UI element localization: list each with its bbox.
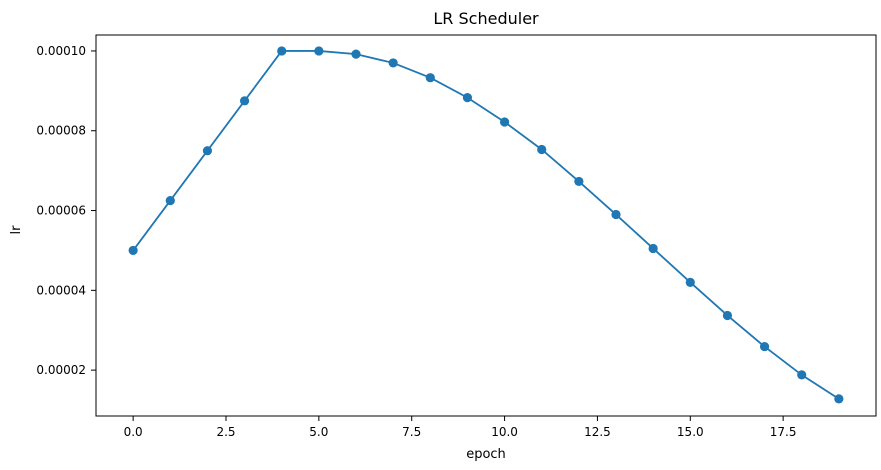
chart-title: LR Scheduler — [433, 9, 539, 28]
x-tick-label: 2.5 — [216, 425, 235, 439]
x-tick-label: 17.5 — [770, 425, 797, 439]
data-point — [425, 73, 435, 83]
x-axis-label: epoch — [466, 447, 506, 462]
data-point — [165, 195, 175, 206]
data-point — [574, 176, 584, 187]
data-point — [277, 46, 287, 56]
x-tick-label: 15.0 — [677, 425, 704, 439]
x-tick-label: 12.5 — [584, 425, 611, 439]
data-point — [499, 117, 510, 127]
plot-area: 0.0 2.5 5.0 7.5 10.0 12.5 15.0 17.5 0.00002 0.000… — [36, 34, 877, 439]
data-point — [797, 370, 807, 380]
data-point — [685, 277, 695, 287]
y-tick-label: 0.00002 — [36, 363, 86, 377]
data-point — [722, 310, 733, 321]
data-point — [351, 49, 361, 59]
data-point — [128, 245, 138, 256]
data-point — [388, 58, 398, 68]
data-point — [759, 341, 770, 352]
x-tick-label: 5.0 — [309, 425, 328, 439]
y-tick-label: 0.00010 — [36, 44, 86, 58]
x-tick-label: 0.0 — [124, 425, 143, 439]
data-point — [611, 209, 621, 220]
data-point — [648, 243, 658, 254]
plot-frame — [95, 34, 877, 417]
data-point — [202, 146, 213, 156]
y-tick-label: 0.00006 — [36, 204, 86, 218]
data-point — [462, 93, 473, 103]
x-tick-label: 10.0 — [491, 425, 518, 439]
data-point — [314, 46, 324, 56]
x-tick-label: 7.5 — [402, 425, 421, 439]
data-point — [834, 394, 844, 404]
series-line — [132, 50, 840, 400]
y-tick-label: 0.00008 — [36, 124, 86, 138]
y-axis-label: lr — [9, 225, 24, 235]
y-tick-label: 0.00004 — [36, 283, 86, 297]
data-point — [537, 144, 547, 155]
data-point — [239, 96, 250, 106]
